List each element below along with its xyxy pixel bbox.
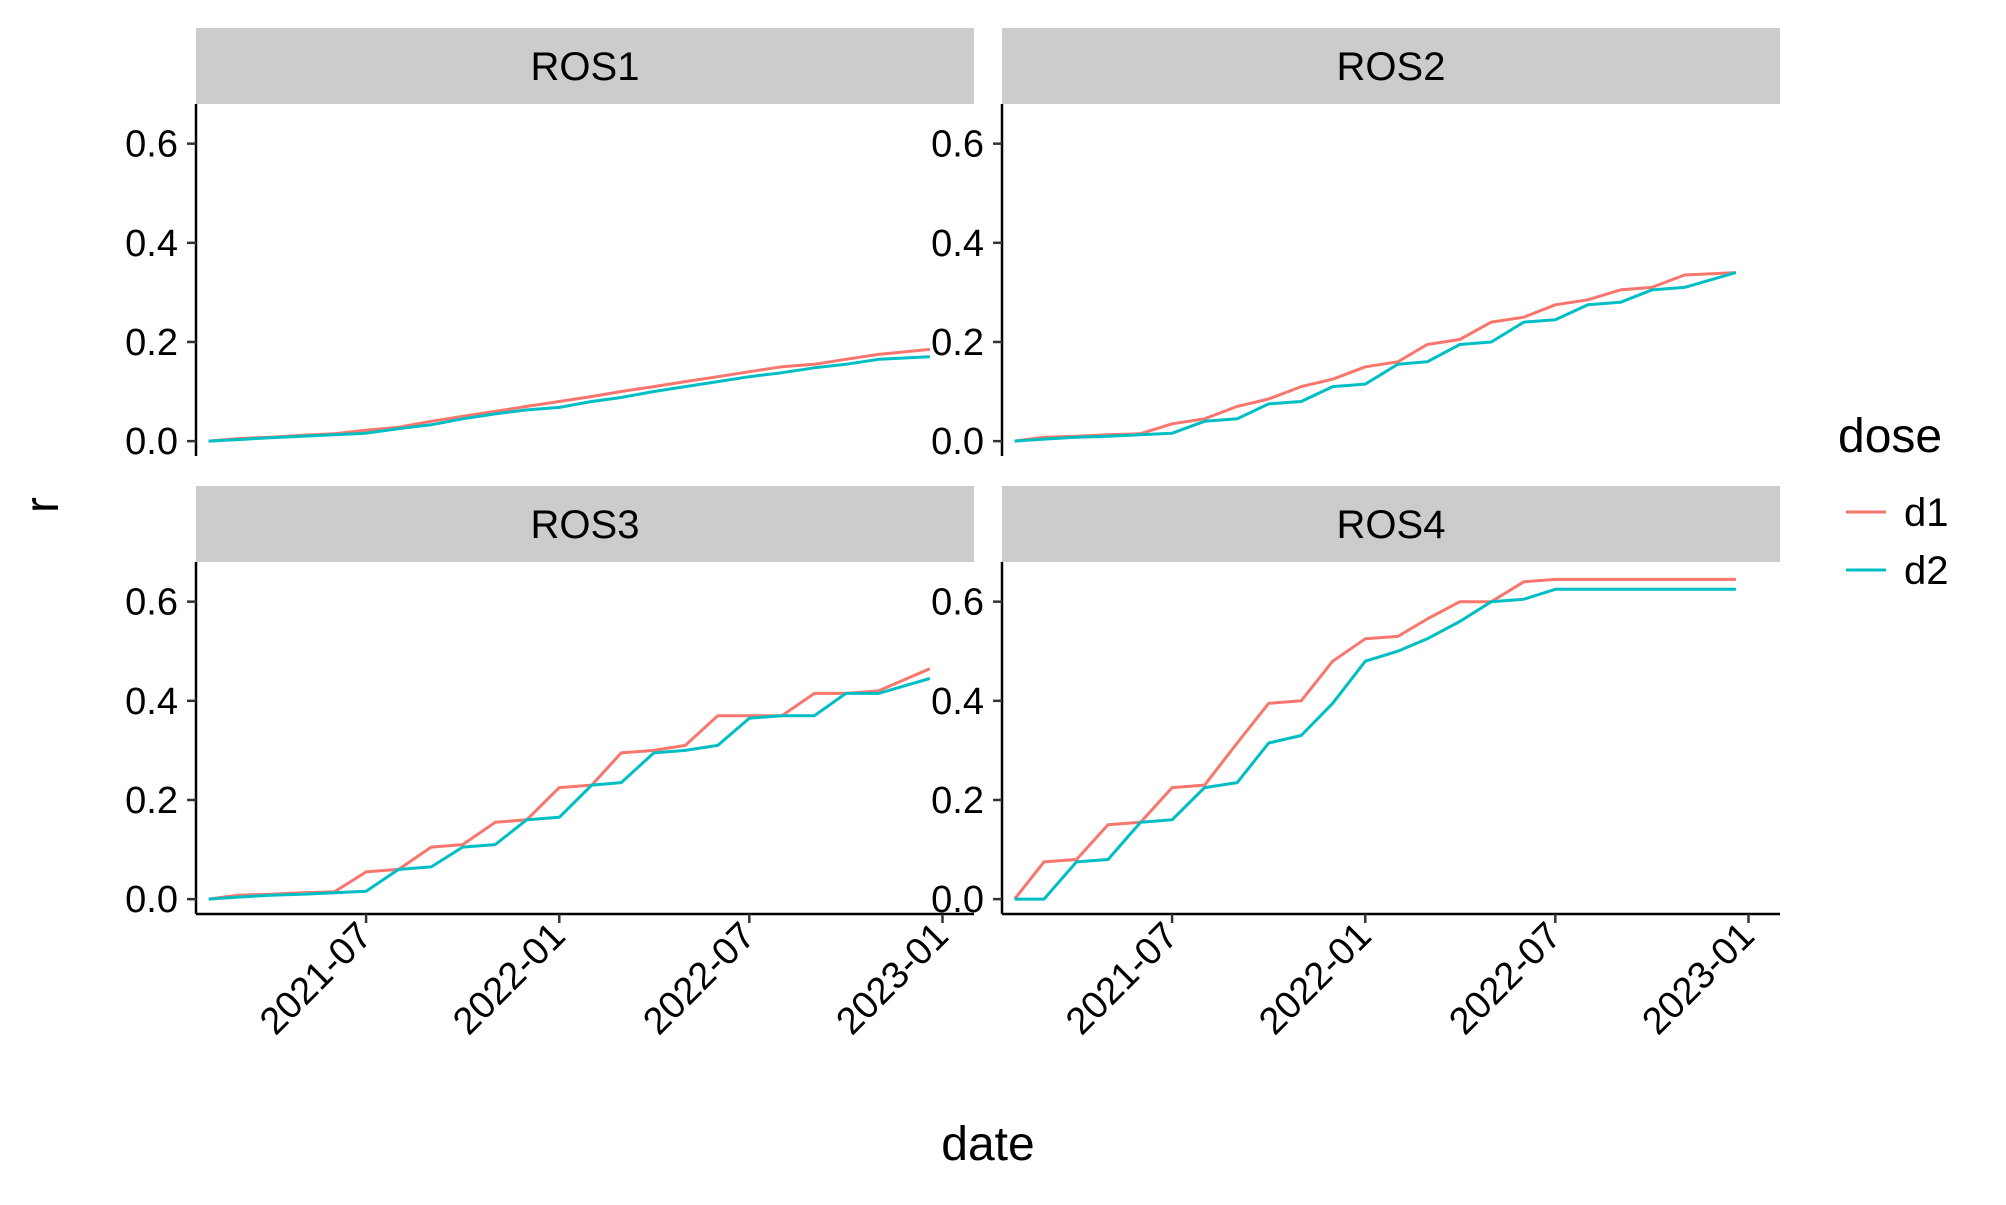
y-tick-label: 0.0 xyxy=(931,421,984,463)
y-tick-label: 0.6 xyxy=(931,124,984,166)
y-tick-label: 0.6 xyxy=(931,582,984,624)
facet-panel-ros4: ROS4 0.0 0.2 0.4 0.6 2021-07 2022-01 2022-07 202… xyxy=(931,486,1780,1043)
facet-strip-label: ROS2 xyxy=(1337,45,1446,89)
y-axis-label: r xyxy=(16,497,69,513)
y-tick-label: 0.2 xyxy=(125,322,178,364)
facet-strip xyxy=(1002,486,1780,562)
series-line-d2 xyxy=(1014,271,1737,443)
series-line-d2 xyxy=(1014,587,1736,901)
legend-label-d1: d1 xyxy=(1904,491,1949,535)
series-line-d1 xyxy=(1013,577,1736,901)
y-tick-label: 0.0 xyxy=(125,421,178,463)
facet-strip xyxy=(1002,28,1780,104)
facet-strip-label: ROS4 xyxy=(1337,503,1446,547)
facet-strip xyxy=(196,486,974,562)
series-line-d1 xyxy=(208,667,931,901)
legend-label-d2: d2 xyxy=(1904,549,1949,593)
y-tick-label: 0.0 xyxy=(125,879,178,921)
y-tick-label: 0.2 xyxy=(931,322,984,364)
series-line-d1 xyxy=(208,347,931,443)
x-tick-label: 2021-07 xyxy=(252,915,380,1043)
series-line-d2 xyxy=(208,355,930,443)
x-axis-label: date xyxy=(941,1118,1034,1171)
legend-title: dose xyxy=(1838,410,1942,463)
x-tick-label: 2023-01 xyxy=(1635,915,1763,1043)
series-line-d2 xyxy=(208,677,931,901)
y-tick-label: 0.6 xyxy=(125,124,178,166)
x-tick-label: 2022-07 xyxy=(1441,915,1569,1043)
y-tick-label: 0.4 xyxy=(931,223,984,265)
y-tick-label: 0.0 xyxy=(931,879,984,921)
facet-panel-ros2: ROS2 0.0 0.2 0.4 0.6 xyxy=(931,28,1780,463)
x-tick-label: 2022-01 xyxy=(1251,915,1379,1043)
facet-strip xyxy=(196,28,974,104)
y-tick-label: 0.4 xyxy=(125,223,178,265)
facet-panels: ROS1 0.0 0.2 0.4 0.6 ROS2 0.0 0.2 0.4 0.6 ROS3 0.0 0… xyxy=(125,28,1780,1043)
x-tick-label: 2022-07 xyxy=(635,915,763,1043)
x-tick-label: 2021-07 xyxy=(1058,915,1186,1043)
y-tick-label: 0.2 xyxy=(125,780,178,822)
y-tick-label: 0.2 xyxy=(931,780,984,822)
x-tick-label: 2022-01 xyxy=(445,915,573,1043)
y-tick-label: 0.4 xyxy=(931,681,984,723)
facet-panel-ros1: ROS1 0.0 0.2 0.4 0.6 xyxy=(125,28,974,463)
facet-strip-label: ROS3 xyxy=(531,503,640,547)
facet-panel-ros3: ROS3 0.0 0.2 0.4 0.6 2021-07 2022-01 2022-07 202… xyxy=(125,486,974,1043)
y-tick-label: 0.4 xyxy=(125,681,178,723)
facet-strip-label: ROS1 xyxy=(531,45,640,89)
x-tick-label: 2023-01 xyxy=(829,915,957,1043)
y-tick-label: 0.6 xyxy=(125,582,178,624)
